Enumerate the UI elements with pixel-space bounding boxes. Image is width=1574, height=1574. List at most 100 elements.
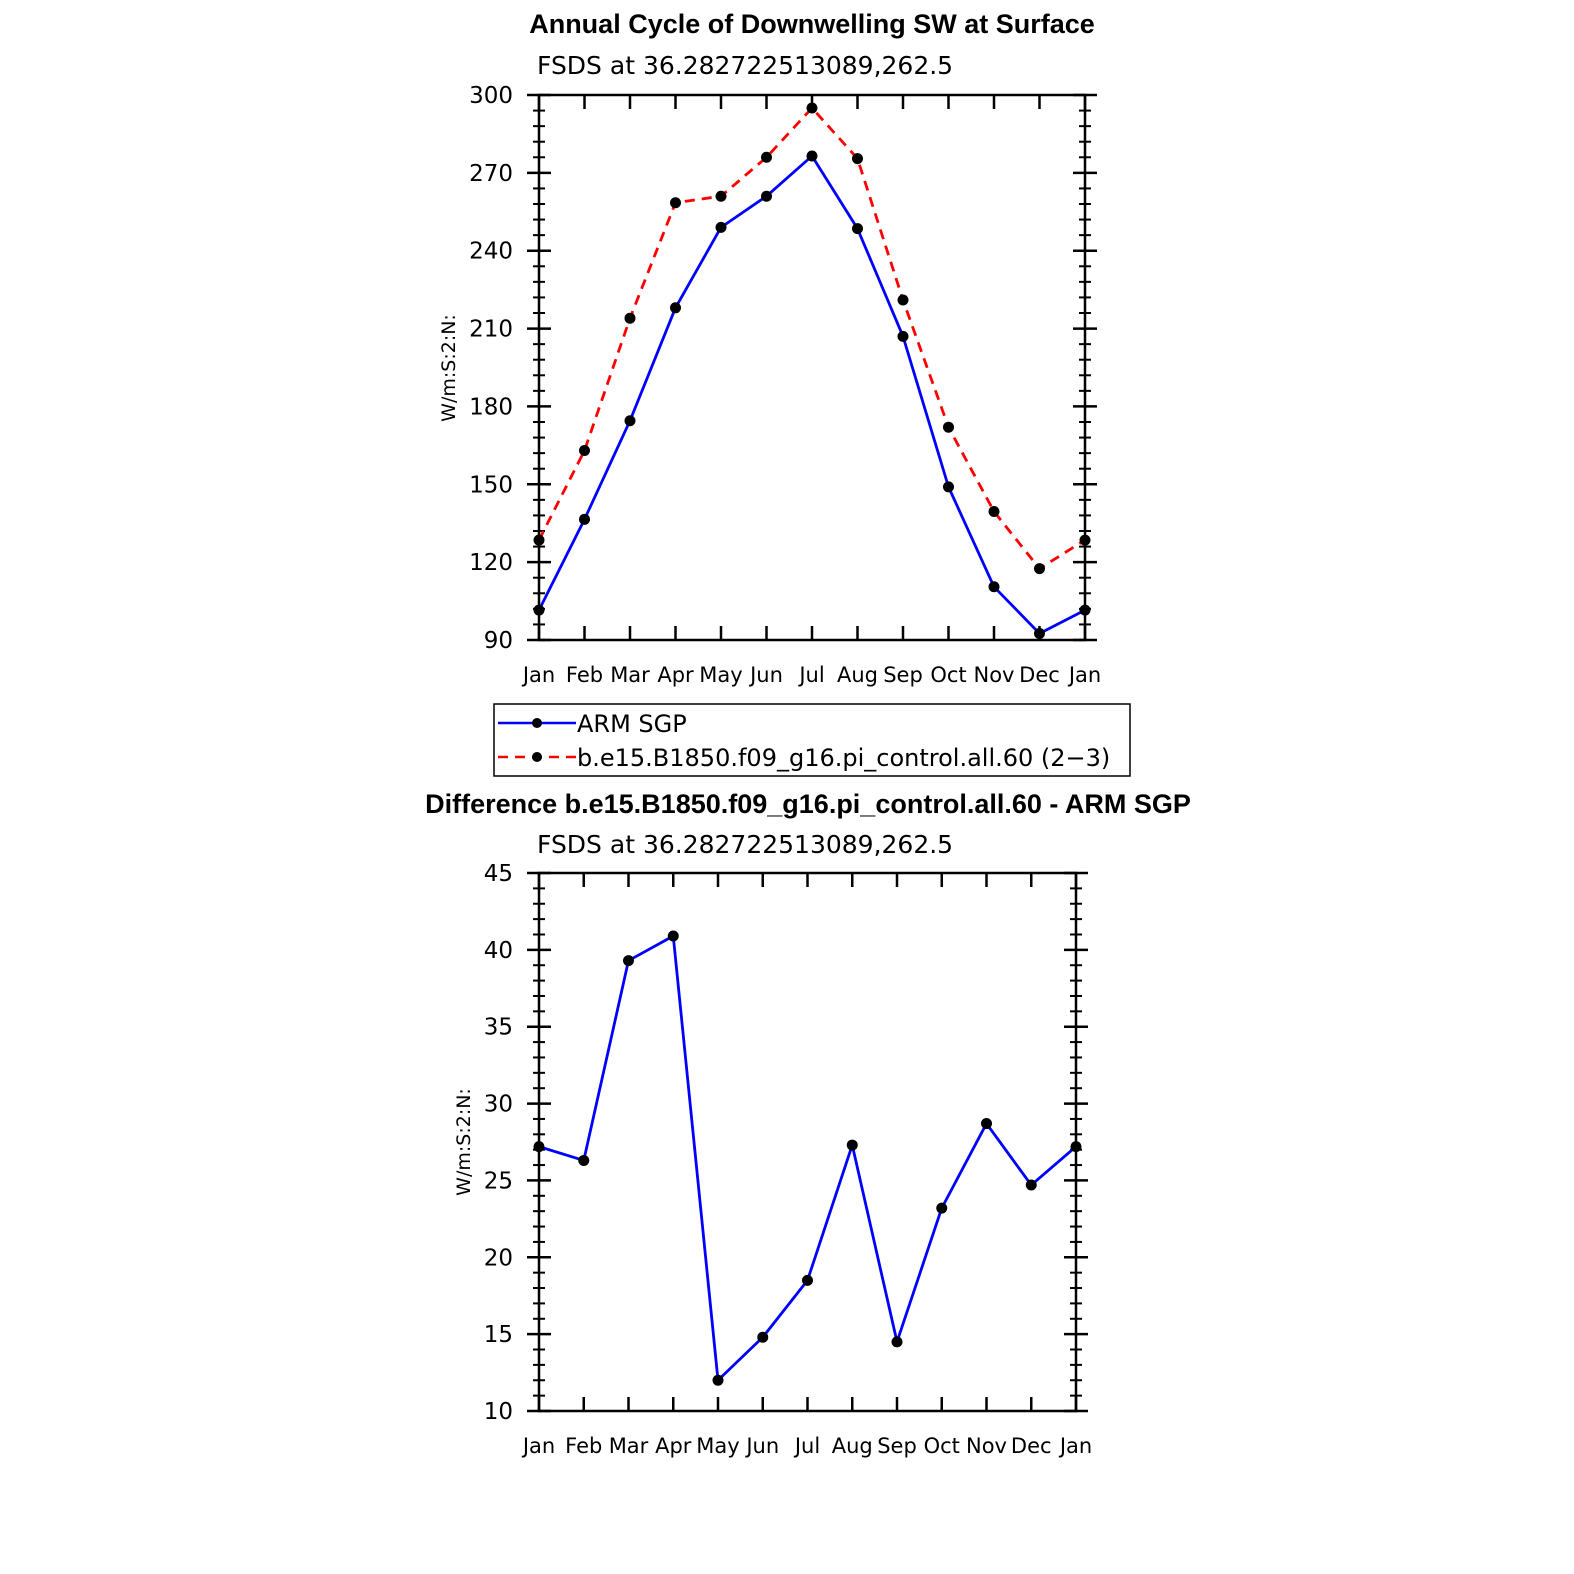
chart1-y-tick-label: 120 [469, 550, 513, 576]
chart1-series-1-point [533, 534, 545, 546]
chart1-series-0-point [579, 513, 590, 525]
chart2-frame [537, 871, 1078, 1413]
chart2-x-tick-label: Jul [793, 1434, 820, 1458]
chart1-series-0-line [537, 154, 1086, 635]
chart1-y-tick-label: 180 [469, 394, 513, 420]
chart1-x-tick-label: Nov [974, 663, 1015, 687]
chart1-series-1-point [897, 294, 909, 306]
chart2-x-tick-label: Jan [521, 1434, 555, 1458]
chart2-y-tick-label: 25 [484, 1168, 513, 1194]
legend-box [493, 703, 1131, 777]
chart1-series-0-point [806, 150, 818, 162]
chart2-x-tick-label: Jan [1058, 1434, 1092, 1458]
chart1-x-tick-label: Jul [797, 663, 824, 687]
chart2-x-tick-label: Oct [924, 1434, 960, 1458]
chart2-y-tick-label: 35 [484, 1015, 513, 1041]
chart2-series-0-point [802, 1274, 813, 1286]
chart2-y-tick-label: 30 [484, 1092, 513, 1118]
chart1-series-1-point [670, 197, 681, 209]
chart2-series-0-point [1025, 1179, 1037, 1191]
legend-label-model: b.e15.B1850.f09_g16.pi_control.all.60 (2… [577, 744, 1110, 772]
legend-label-arm-sgp: ARM SGP [577, 710, 687, 738]
chart1-series-1-point [1034, 563, 1045, 575]
chart1-title: Annual Cycle of Downwelling SW at Surfac… [529, 9, 1095, 39]
chart2-series-0-point [981, 1118, 992, 1130]
chart1-y-tick-label: 90 [484, 628, 513, 654]
chart2-x-tick-label: Mar [609, 1434, 649, 1458]
chart1-x-tick-label: Jan [1067, 663, 1101, 687]
chart1-series-1-line [537, 106, 1086, 571]
chart1-x-tick-label: May [699, 663, 742, 687]
chart1-series-1-point [943, 421, 954, 433]
chart1-x-tick-label: Feb [566, 663, 603, 687]
chart1-x-tick-label: Sep [883, 663, 923, 687]
chart2-x-tick-label: Sep [877, 1434, 917, 1458]
chart1-series-0-point [897, 330, 909, 342]
chart1-x-tick-label: Oct [930, 663, 966, 687]
chart1-series-1-point [761, 151, 772, 163]
chart1-series-0-point [988, 581, 1000, 593]
chart1-x-tick-label: Aug [837, 663, 878, 687]
chart1-y-tick-label: 210 [469, 317, 513, 343]
chart2-x-tick-label: Apr [655, 1434, 692, 1458]
chart2-y-axis-label: W/m:S:2:N: [453, 1088, 475, 1196]
chart2-series-0-point [891, 1336, 903, 1348]
chart1-series-0-point [670, 302, 681, 314]
chart2-y-tick-label: 45 [484, 861, 513, 887]
chart2-y-tick-label: 20 [484, 1245, 513, 1271]
chart1-series-0-point [1079, 604, 1091, 616]
chart2-x-tick-label: May [696, 1434, 739, 1458]
chart1-frame [537, 93, 1087, 642]
chart1-x-tick-label: Jan [521, 663, 555, 687]
chart1-series-1-point [852, 153, 863, 165]
chart1-series-0-point [533, 604, 545, 616]
chart2-y-tick-label: 40 [484, 938, 513, 964]
chart2-y-tick-label: 15 [484, 1322, 513, 1348]
chart1-y-axis-label: W/m:S:2:N: [438, 314, 460, 422]
chart1-y-tick-label: 150 [469, 472, 513, 498]
chart2-series-0-line [538, 934, 1077, 1382]
chart1-x-tick-label: Dec [1019, 663, 1060, 687]
chart1-y-tick-label: 240 [469, 239, 513, 265]
chart1-x-tick-label: Jun [748, 663, 783, 687]
chart2-series-0-point [846, 1139, 858, 1151]
chart2-series-0-point [936, 1202, 948, 1214]
chart1-series-0-point [715, 221, 727, 233]
chart1-plot-area: Jan Feb Mar Apr May Jun Jul Aug Sep Oct Nov Dec Jan 9… [469, 83, 1101, 687]
chart1-series-1-point [806, 102, 818, 114]
chart1-series-0-point [624, 415, 636, 427]
chart2-x-tick-label: Jun [744, 1434, 779, 1458]
chart1-series-1-point [579, 445, 590, 457]
chart2-x-tick-label: Feb [565, 1434, 602, 1458]
chart1-x-tick-label: Mar [610, 663, 650, 687]
chart1-y-tick-label: 300 [469, 83, 513, 109]
chart2-subtitle: FSDS at 36.282722513089,262.5 [537, 830, 953, 859]
chart1-series-0-point [943, 481, 954, 493]
chart1-legend: ARM SGP b.e15.B1850.f09_g16.pi_control.a… [493, 703, 1131, 777]
chart2-series-0-point [712, 1374, 724, 1386]
chart2-x-tick-label: Dec [1011, 1434, 1052, 1458]
legend-marker-arm-sgp [532, 718, 542, 728]
chart1-series-0-point [1034, 628, 1045, 640]
chart2-series-0-point [1070, 1141, 1082, 1153]
chart1-series-1-point [1079, 534, 1091, 546]
chart2-x-tick-label: Nov [966, 1434, 1007, 1458]
chart2-series-0-point [578, 1154, 590, 1166]
chart2-series-0-point [667, 930, 679, 942]
chart1-y-tick-label: 270 [469, 161, 513, 187]
chart1-subtitle: FSDS at 36.282722513089,262.5 [537, 51, 953, 80]
chart2-x-tick-label: Aug [832, 1434, 873, 1458]
chart1-series-1-point [715, 190, 727, 202]
chart1-series-0-point [761, 190, 772, 202]
chart2-series-0-point [533, 1141, 545, 1153]
chart2-y-tick-label: 10 [484, 1399, 513, 1425]
chart1-series-1-point [624, 312, 636, 324]
chart2-plot-area: Jan Feb Mar Apr May Jun Jul Aug Sep Oct Nov Dec Jan1… [484, 861, 1092, 1458]
chart1-x-tick-label: Apr [657, 663, 694, 687]
chart1-series-1-point [988, 506, 1000, 518]
chart1-series-0-point [852, 223, 863, 235]
legend-marker-model [532, 752, 542, 762]
chart2-series-0-point [623, 955, 634, 967]
chart2-series-0-point [757, 1331, 769, 1343]
